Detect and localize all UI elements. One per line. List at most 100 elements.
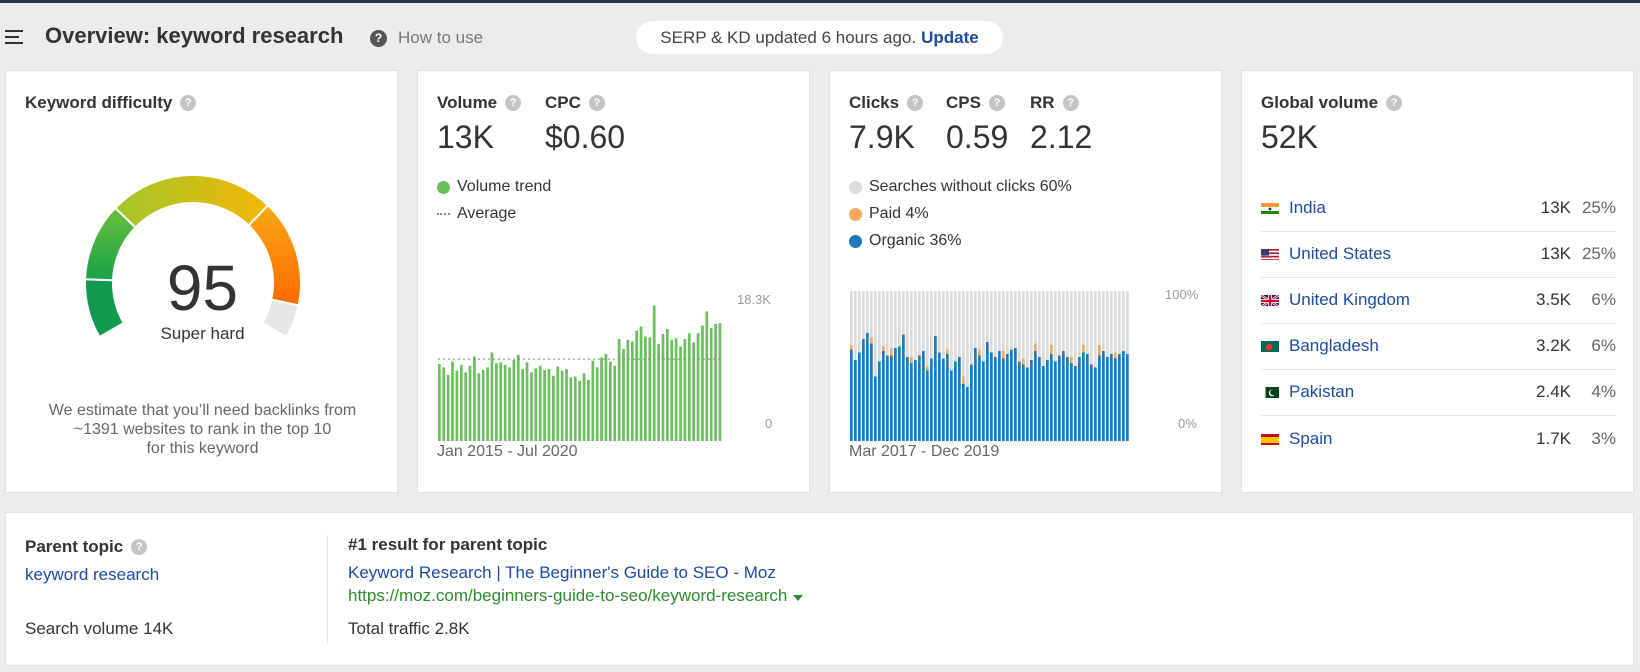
- no-clicks-bar-segment[interactable]: [1030, 291, 1033, 360]
- no-clicks-bar-segment[interactable]: [1098, 291, 1101, 345]
- paid-bar-segment[interactable]: [946, 349, 949, 355]
- volume-bar[interactable]: [468, 365, 472, 441]
- volume-bar[interactable]: [442, 367, 446, 441]
- no-clicks-bar-segment[interactable]: [1034, 291, 1037, 344]
- volume-bar[interactable]: [635, 330, 639, 441]
- no-clicks-bar-segment[interactable]: [1058, 291, 1061, 356]
- no-clicks-bar-segment[interactable]: [1070, 291, 1073, 357]
- no-clicks-bar-segment[interactable]: [878, 291, 881, 362]
- organic-bar-segment[interactable]: [1098, 355, 1101, 442]
- no-clicks-bar-segment[interactable]: [1086, 291, 1089, 354]
- volume-bar[interactable]: [560, 370, 564, 441]
- volume-bar[interactable]: [578, 380, 582, 441]
- no-clicks-bar-segment[interactable]: [1118, 291, 1121, 354]
- paid-bar-segment[interactable]: [962, 376, 965, 385]
- no-clicks-bar-segment[interactable]: [1026, 291, 1029, 368]
- no-clicks-bar-segment[interactable]: [958, 291, 961, 357]
- organic-bar-segment[interactable]: [1082, 352, 1085, 442]
- organic-bar-segment[interactable]: [1062, 351, 1065, 441]
- no-clicks-bar-segment[interactable]: [870, 291, 873, 338]
- organic-bar-segment[interactable]: [1102, 351, 1105, 441]
- organic-bar-segment[interactable]: [1026, 367, 1029, 442]
- organic-bar-segment[interactable]: [1066, 357, 1069, 441]
- volume-bar[interactable]: [661, 333, 665, 441]
- volume-bar[interactable]: [512, 359, 516, 441]
- parent-topic-link[interactable]: keyword research: [25, 565, 160, 584]
- volume-bar[interactable]: [481, 369, 485, 441]
- no-clicks-bar-segment[interactable]: [1082, 291, 1085, 345]
- no-clicks-bar-segment[interactable]: [938, 291, 941, 353]
- paid-bar-segment[interactable]: [850, 345, 853, 350]
- organic-bar-segment[interactable]: [962, 384, 965, 441]
- how-to-use-link[interactable]: ? How to use: [370, 28, 483, 48]
- organic-bar-segment[interactable]: [1002, 358, 1005, 442]
- volume-bar[interactable]: [657, 344, 660, 441]
- volume-bar[interactable]: [573, 376, 577, 441]
- organic-bar-segment[interactable]: [886, 355, 889, 442]
- organic-bar-segment[interactable]: [1122, 351, 1125, 441]
- organic-bar-segment[interactable]: [858, 352, 861, 442]
- organic-bar-segment[interactable]: [850, 349, 853, 442]
- paid-bar-segment[interactable]: [870, 337, 873, 344]
- no-clicks-bar-segment[interactable]: [910, 291, 913, 357]
- no-clicks-bar-segment[interactable]: [966, 291, 969, 387]
- organic-bar-segment[interactable]: [878, 361, 881, 442]
- organic-bar-segment[interactable]: [1014, 348, 1017, 441]
- organic-bar-segment[interactable]: [958, 357, 961, 441]
- no-clicks-bar-segment[interactable]: [1002, 291, 1005, 351]
- no-clicks-bar-segment[interactable]: [886, 291, 889, 356]
- country-row-united-states[interactable]: United States 13K 25%: [1261, 231, 1616, 278]
- volume-bar[interactable]: [648, 337, 652, 441]
- country-row-india[interactable]: India 13K 25%: [1261, 185, 1616, 232]
- organic-bar-segment[interactable]: [954, 361, 957, 442]
- organic-bar-segment[interactable]: [990, 352, 993, 442]
- volume-bar[interactable]: [600, 357, 603, 441]
- organic-bar-segment[interactable]: [1126, 354, 1129, 441]
- volume-bar[interactable]: [547, 369, 551, 441]
- no-clicks-bar-segment[interactable]: [922, 291, 925, 351]
- organic-bar-segment[interactable]: [906, 357, 909, 441]
- country-name[interactable]: India: [1289, 198, 1326, 217]
- volume-bar[interactable]: [543, 369, 546, 441]
- organic-bar-segment[interactable]: [1086, 354, 1089, 441]
- organic-bar-segment[interactable]: [982, 361, 985, 442]
- no-clicks-bar-segment[interactable]: [974, 291, 977, 348]
- volume-bar[interactable]: [486, 367, 489, 441]
- volume-bar[interactable]: [609, 361, 612, 441]
- volume-bar[interactable]: [613, 365, 617, 441]
- country-row-bangladesh[interactable]: Bangladesh 3.2K 6%: [1261, 323, 1616, 370]
- paid-bar-segment[interactable]: [1070, 357, 1073, 363]
- volume-bar[interactable]: [709, 328, 713, 441]
- volume-bar[interactable]: [477, 373, 481, 441]
- no-clicks-bar-segment[interactable]: [978, 291, 981, 350]
- volume-bar[interactable]: [538, 365, 542, 441]
- no-clicks-bar-segment[interactable]: [902, 291, 905, 335]
- paid-bar-segment[interactable]: [1050, 345, 1053, 354]
- organic-bar-segment[interactable]: [1038, 357, 1041, 441]
- volume-bar[interactable]: [490, 352, 494, 441]
- kd-help-icon[interactable]: ?: [180, 94, 197, 111]
- no-clicks-bar-segment[interactable]: [1114, 291, 1117, 353]
- organic-bar-segment[interactable]: [922, 351, 925, 441]
- cpc-help-icon[interactable]: ?: [588, 94, 605, 111]
- organic-bar-segment[interactable]: [890, 355, 893, 442]
- volume-bar[interactable]: [499, 362, 503, 441]
- paid-bar-segment[interactable]: [926, 366, 929, 371]
- no-clicks-bar-segment[interactable]: [1042, 291, 1045, 366]
- no-clicks-bar-segment[interactable]: [882, 291, 885, 347]
- no-clicks-bar-segment[interactable]: [962, 291, 965, 377]
- volume-bar[interactable]: [670, 339, 674, 441]
- no-clicks-bar-segment[interactable]: [1046, 291, 1049, 360]
- paid-bar-segment[interactable]: [1002, 351, 1005, 359]
- organic-bar-segment[interactable]: [978, 355, 981, 442]
- no-clicks-bar-segment[interactable]: [982, 291, 985, 362]
- volume-bar[interactable]: [639, 326, 643, 441]
- no-clicks-bar-segment[interactable]: [950, 291, 953, 371]
- volume-bar[interactable]: [595, 367, 599, 441]
- volume-bar[interactable]: [674, 338, 678, 441]
- organic-bar-segment[interactable]: [994, 357, 997, 441]
- organic-bar-segment[interactable]: [866, 333, 869, 441]
- no-clicks-bar-segment[interactable]: [930, 291, 933, 359]
- organic-bar-segment[interactable]: [1090, 364, 1093, 442]
- organic-bar-segment[interactable]: [1070, 363, 1073, 441]
